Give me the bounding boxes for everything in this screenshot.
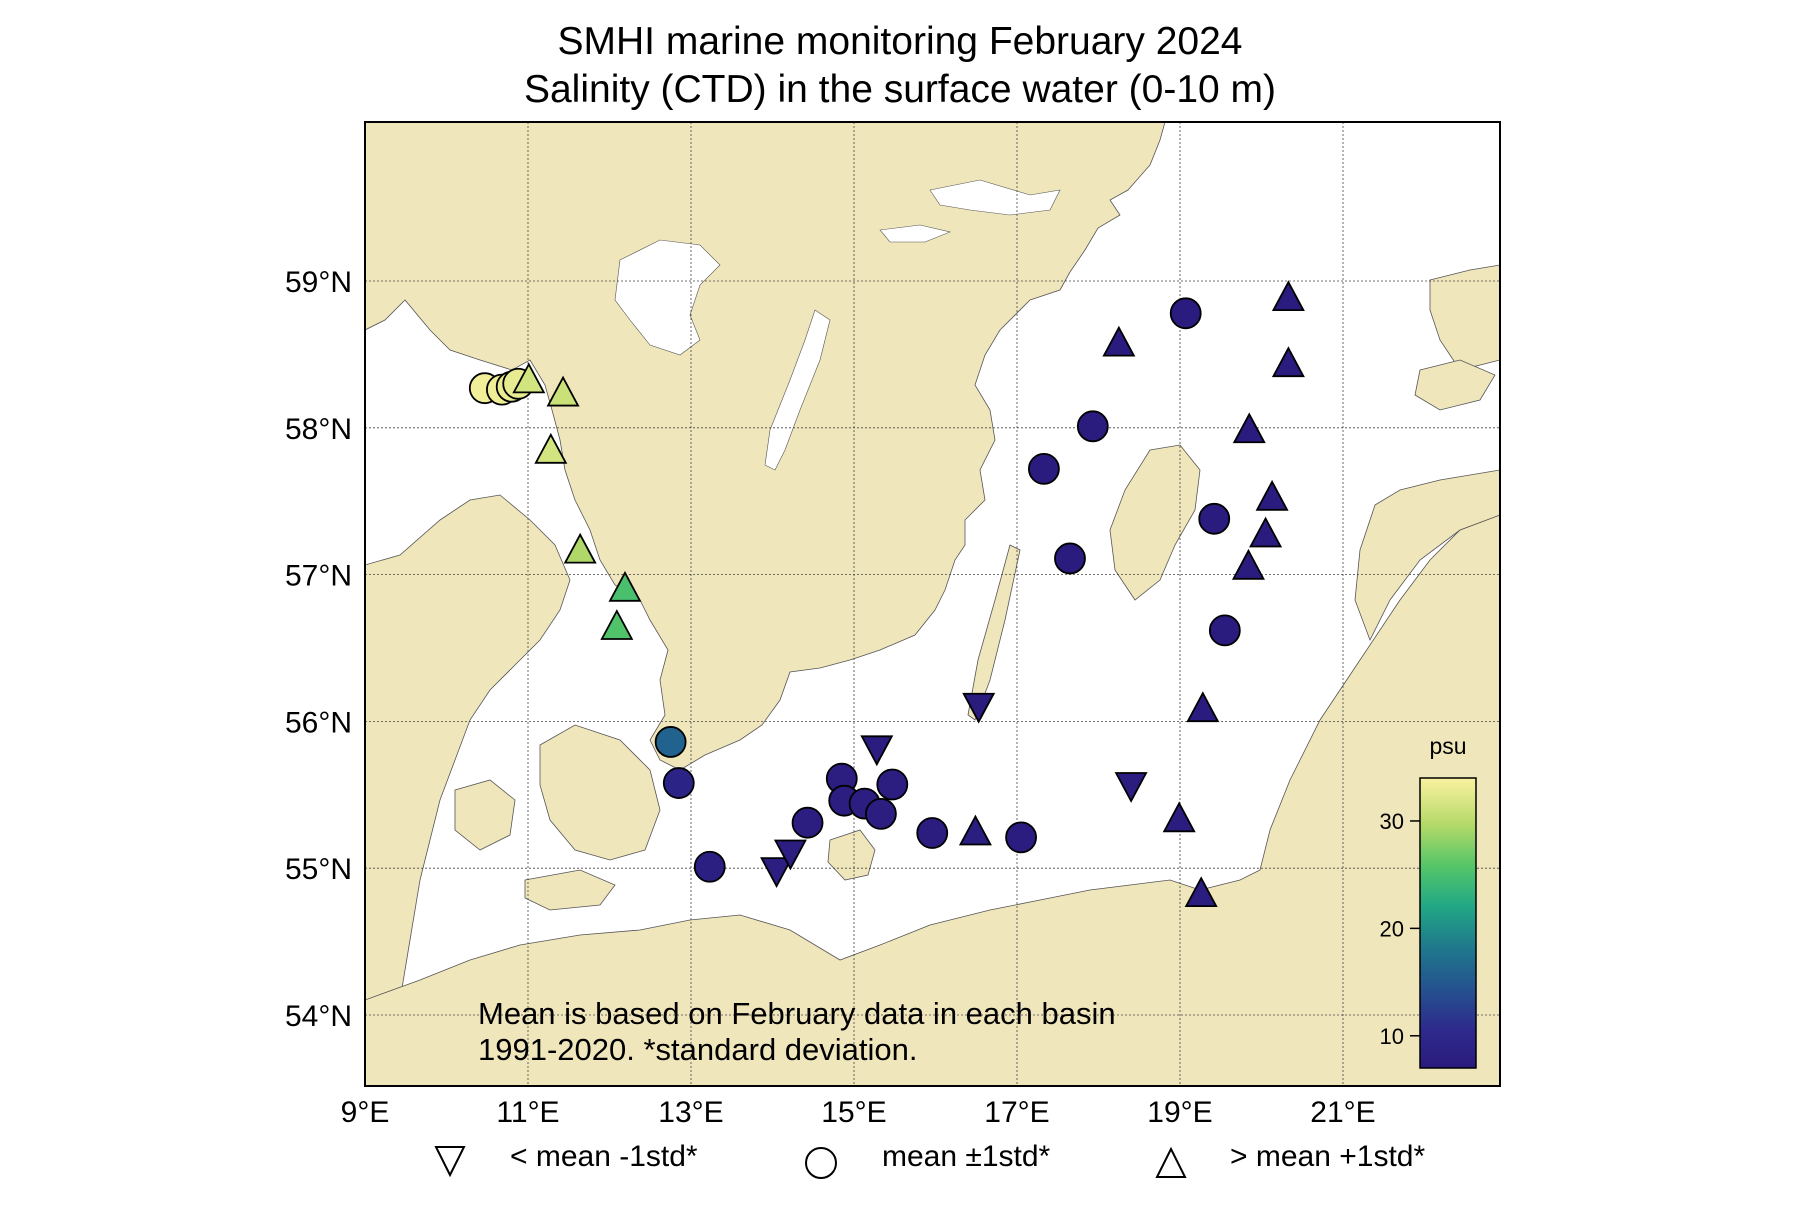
- lat-tick-label: 59°N: [285, 266, 352, 299]
- colorbar-tick-label: 10: [1380, 1024, 1404, 1049]
- station-up-triangle-marker: [1249, 516, 1283, 548]
- land-south-coast: [365, 514, 1500, 1086]
- footnote-line-1: Mean is based on February data in each b…: [478, 996, 1116, 1031]
- lon-tick-label: 19°E: [1147, 1096, 1212, 1129]
- station-circle-marker: [1027, 453, 1060, 485]
- station-circle-marker: [654, 726, 687, 758]
- land-bornholm: [827, 829, 876, 881]
- lat-tick-label: 58°N: [285, 413, 352, 446]
- station-up-triangle-marker: [600, 609, 634, 640]
- station-circle-marker: [662, 767, 695, 799]
- land-estonia: [1429, 264, 1500, 371]
- title-line-1: SMHI marine monitoring February 2024: [557, 20, 1243, 63]
- station-up-triangle-marker: [1186, 691, 1220, 723]
- station-markers: [468, 280, 1305, 908]
- station-circle-marker: [864, 797, 897, 830]
- lon-tick-label: 21°E: [1310, 1096, 1375, 1129]
- colorbar-tick-label: 20: [1380, 916, 1404, 941]
- legend-below-label: < mean -1std*: [510, 1140, 698, 1173]
- station-circle-marker: [693, 850, 726, 883]
- colorbar-tick-label: 30: [1380, 809, 1404, 834]
- legend-markers: [434, 1146, 1187, 1179]
- gridlines: [365, 122, 1500, 1086]
- station-down-triangle-marker: [773, 839, 807, 871]
- station-up-triangle-marker: [512, 362, 546, 394]
- station-circle-marker: [876, 768, 909, 801]
- station-down-triangle-marker: [760, 857, 794, 889]
- map-frame: [364, 121, 1501, 1087]
- station-circle-marker: [791, 806, 824, 839]
- station-up-triangle-marker: [608, 570, 642, 602]
- station-up-triangle-marker: [1271, 280, 1305, 312]
- lake-malaren: [929, 179, 1061, 216]
- station-up-triangle-marker: [1162, 801, 1196, 833]
- colorbar: psu 10 20 30: [1380, 733, 1477, 1069]
- legend-normal-label: mean ±1std*: [882, 1140, 1051, 1173]
- station-down-triangle-marker: [1114, 772, 1148, 803]
- lake-vanern: [614, 239, 721, 356]
- land-oland: [967, 544, 1021, 721]
- legend-up-triangle-icon: [1155, 1146, 1187, 1178]
- longitude-tick-labels: 9°E 11°E 13°E 15°E 17°E 19°E 21°E: [341, 1096, 1376, 1129]
- footnote: Mean is based on February data in each b…: [478, 996, 1116, 1068]
- lon-tick-label: 9°E: [341, 1096, 390, 1129]
- lake-hjalmaren: [879, 224, 951, 243]
- land-saaremaa: [1414, 359, 1496, 411]
- lon-tick-label: 13°E: [658, 1096, 723, 1129]
- lat-tick-label: 57°N: [285, 560, 352, 593]
- station-circle-marker: [916, 817, 949, 849]
- colorbar-ticks: 10 20 30: [1380, 809, 1420, 1049]
- land-lolland: [524, 869, 616, 911]
- colorbar-label: psu: [1429, 733, 1466, 759]
- land-gotland: [1109, 444, 1201, 601]
- station-up-triangle-marker: [1102, 325, 1136, 357]
- page-title: SMHI marine monitoring February 2024 Sal…: [0, 18, 1800, 114]
- title-line-2: Salinity (CTD) in the surface water (0-1…: [523, 68, 1277, 111]
- station-up-triangle-marker: [563, 532, 597, 564]
- station-circle-marker: [1054, 542, 1086, 575]
- station-down-triangle-marker: [860, 735, 894, 767]
- lon-tick-label: 11°E: [496, 1096, 559, 1129]
- lon-tick-label: 15°E: [821, 1096, 886, 1129]
- station-circle-marker: [1208, 614, 1241, 647]
- footnote-line-2: 1991-2020. *standard deviation.: [478, 1032, 918, 1067]
- station-up-triangle-marker: [1255, 479, 1289, 511]
- legend-above-label: > mean +1std*: [1230, 1140, 1426, 1173]
- station-circle-marker: [1169, 297, 1202, 330]
- land-funen: [454, 779, 516, 851]
- lat-tick-label: 54°N: [285, 1000, 352, 1033]
- lon-tick-label: 17°E: [984, 1096, 1049, 1129]
- legend-circle-icon: [805, 1147, 837, 1179]
- lat-tick-label: 55°N: [285, 853, 352, 886]
- station-up-triangle-marker: [958, 814, 992, 846]
- station-circle-marker: [1076, 410, 1109, 443]
- land-zealand: [539, 724, 661, 861]
- station-up-triangle-marker: [1231, 548, 1265, 580]
- station-circle-marker: [1198, 502, 1231, 535]
- land-courland: [1354, 469, 1500, 641]
- colorbar-gradient: [1419, 777, 1477, 1069]
- station-up-triangle-marker: [1184, 876, 1218, 908]
- land-layer: [365, 122, 1500, 1086]
- lat-tick-label: 56°N: [285, 706, 352, 739]
- station-up-triangle-marker: [1232, 412, 1266, 444]
- latitude-tick-labels: 54°N 55°N 56°N 57°N 58°N 59°N: [285, 266, 352, 1033]
- lake-vattern: [764, 309, 831, 471]
- station-up-triangle-marker: [1271, 346, 1305, 378]
- station-circle-marker: [1005, 821, 1037, 854]
- station-down-triangle-marker: [962, 692, 996, 724]
- station-up-triangle-marker: [546, 375, 580, 407]
- legend-down-triangle-icon: [434, 1146, 466, 1178]
- station-up-triangle-marker: [534, 432, 568, 464]
- land-jutland: [365, 494, 571, 1086]
